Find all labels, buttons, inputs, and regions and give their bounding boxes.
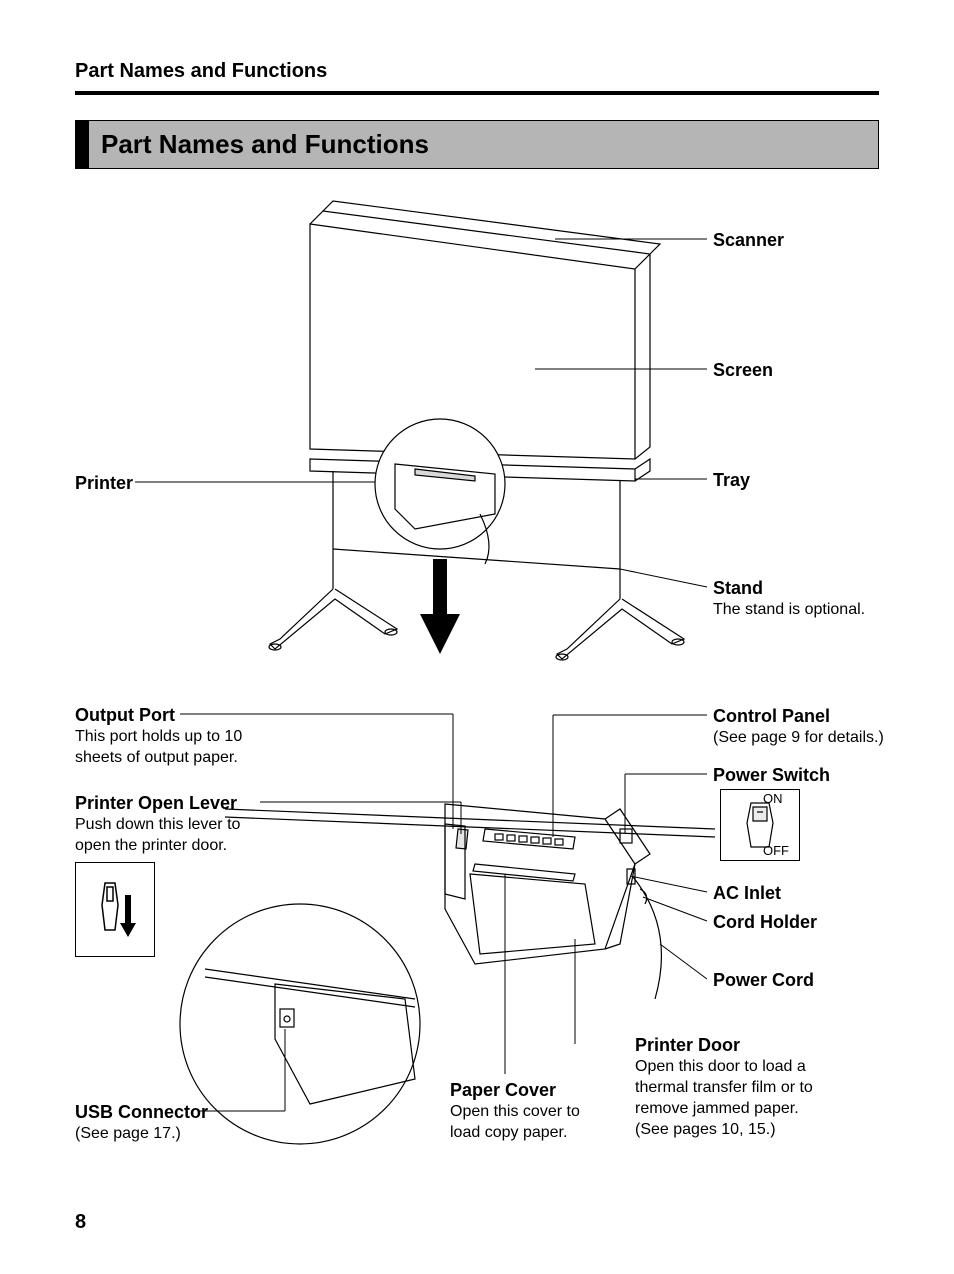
- printer-door-label: Printer Door: [635, 1034, 845, 1057]
- manual-page: Part Names and Functions Part Names and …: [0, 0, 954, 1274]
- cord-holder-label: Cord Holder: [713, 911, 817, 934]
- callout-stand: Stand The stand is optional.: [713, 577, 883, 621]
- ac-inlet-label: AC Inlet: [713, 882, 781, 905]
- stand-label: Stand: [713, 577, 883, 600]
- section-title: Part Names and Functions: [101, 129, 429, 159]
- callout-ac-inlet: AC Inlet: [713, 882, 781, 905]
- stand-desc: The stand is optional.: [713, 600, 883, 621]
- usb-connector-label: USB Connector: [75, 1101, 245, 1124]
- callout-printer: Printer: [75, 472, 133, 495]
- paper-cover-label: Paper Cover: [450, 1079, 610, 1102]
- callout-power-cord: Power Cord: [713, 969, 814, 992]
- lever-illustration: [75, 862, 155, 957]
- callout-printer-door: Printer Door Open this door to load a th…: [635, 1034, 845, 1141]
- usb-connector-desc: (See page 17.): [75, 1124, 245, 1145]
- power-switch-label: Power Switch: [713, 764, 830, 787]
- printer-open-lever-desc: Push down this lever to open the printer…: [75, 815, 265, 857]
- switch-off-label: OFF: [763, 843, 789, 858]
- callout-power-switch: Power Switch: [713, 764, 830, 787]
- printer-label: Printer: [75, 472, 133, 495]
- callout-tray: Tray: [713, 469, 750, 492]
- callout-scanner: Scanner: [713, 229, 784, 252]
- header-rule: [75, 91, 879, 95]
- section-banner: Part Names and Functions: [75, 120, 879, 169]
- control-panel-label: Control Panel: [713, 705, 903, 728]
- output-port-desc: This port holds up to 10 sheets of outpu…: [75, 727, 275, 769]
- callout-cord-holder: Cord Holder: [713, 911, 817, 934]
- running-header: Part Names and Functions: [75, 60, 879, 83]
- printer-door-desc1: Open this door to load a thermal transfe…: [635, 1057, 845, 1119]
- switch-on-label: ON: [763, 791, 783, 806]
- power-cord-label: Power Cord: [713, 969, 814, 992]
- callout-paper-cover: Paper Cover Open this cover to load copy…: [450, 1079, 610, 1144]
- printer-door-desc2: (See pages 10, 15.): [635, 1120, 845, 1141]
- callout-printer-open-lever: Printer Open Lever Push down this lever …: [75, 792, 265, 857]
- scanner-label: Scanner: [713, 229, 784, 252]
- page-number: 8: [75, 1211, 86, 1234]
- callout-control-panel: Control Panel (See page 9 for details.): [713, 705, 903, 749]
- callout-output-port: Output Port This port holds up to 10 she…: [75, 704, 275, 769]
- paper-cover-desc: Open this cover to load copy paper.: [450, 1102, 610, 1144]
- tray-label: Tray: [713, 469, 750, 492]
- printer-open-lever-label: Printer Open Lever: [75, 792, 265, 815]
- lever-icon: [90, 875, 140, 945]
- diagram-area: Scanner Screen Tray Stand The stand is o…: [75, 169, 879, 1189]
- callout-screen: Screen: [713, 359, 773, 382]
- output-port-label: Output Port: [75, 704, 275, 727]
- screen-label: Screen: [713, 359, 773, 382]
- callout-usb-connector: USB Connector (See page 17.): [75, 1101, 245, 1145]
- control-panel-desc: (See page 9 for details.): [713, 728, 903, 749]
